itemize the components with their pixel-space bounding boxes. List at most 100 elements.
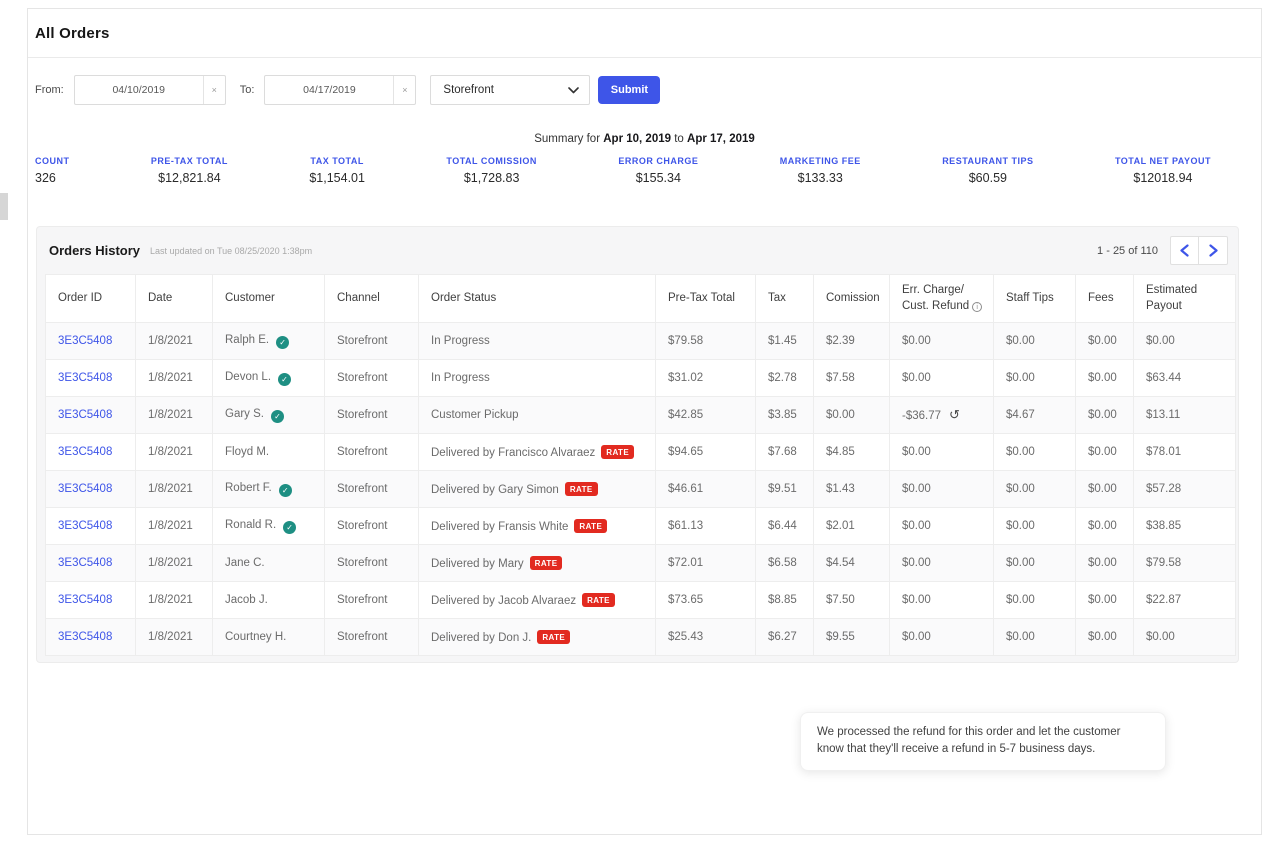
estimated-payout-cell: $22.87 bbox=[1134, 582, 1236, 619]
rate-badge[interactable]: RATE bbox=[601, 445, 634, 459]
order-status: Delivered by Mary bbox=[431, 558, 524, 570]
err-charge-value: $0.00 bbox=[902, 446, 931, 458]
chevron-right-icon bbox=[1208, 244, 1219, 257]
order-channel-cell: Storefront bbox=[325, 434, 419, 471]
rate-badge[interactable]: RATE bbox=[537, 630, 570, 644]
pagination-next-button[interactable] bbox=[1199, 236, 1228, 265]
pagination: 1 - 25 of 110 bbox=[1097, 236, 1228, 265]
verified-check-icon: ✓ bbox=[279, 484, 292, 497]
refund-icon[interactable]: ↺ bbox=[949, 407, 960, 422]
customer-name: Floyd M. bbox=[225, 446, 269, 458]
column-header-label: Estimated Payout bbox=[1146, 284, 1197, 312]
table-row: 3E3C5408 1/8/2021 Jane C. Storefront Del… bbox=[46, 545, 1236, 582]
fees-cell: $0.00 bbox=[1076, 508, 1134, 545]
order-date-cell: 1/8/2021 bbox=[136, 508, 213, 545]
fees-cell: $0.00 bbox=[1076, 323, 1134, 360]
rate-badge[interactable]: RATE bbox=[582, 593, 615, 607]
stat-label: ERROR CHARGE bbox=[618, 156, 698, 166]
fees-cell: $0.00 bbox=[1076, 360, 1134, 397]
rate-badge[interactable]: RATE bbox=[565, 482, 598, 496]
verified-check-icon: ✓ bbox=[283, 521, 296, 534]
column-header: Staff Tips bbox=[994, 275, 1076, 323]
order-id-link[interactable]: 3E3C5408 bbox=[58, 372, 112, 384]
from-date-value: 04/10/2019 bbox=[75, 84, 203, 96]
stat-value: $1,154.01 bbox=[309, 171, 365, 185]
order-id-link[interactable]: 3E3C5408 bbox=[58, 520, 112, 532]
stat-label: COUNT bbox=[35, 156, 70, 166]
stat-label: TOTAL NET PAYOUT bbox=[1115, 156, 1211, 166]
order-date-cell: 1/8/2021 bbox=[136, 545, 213, 582]
column-header: Comission bbox=[814, 275, 890, 323]
column-header-label: Pre-Tax Total bbox=[668, 292, 735, 304]
column-header-label: Staff Tips bbox=[1006, 292, 1054, 304]
channel-select-value: Storefront bbox=[443, 84, 494, 96]
order-id-link[interactable]: 3E3C5408 bbox=[58, 557, 112, 569]
summary-stat: MARKETING FEE $133.33 bbox=[780, 156, 861, 185]
customer-name: Ralph E. bbox=[225, 334, 269, 346]
table-header-row: Order IDDateCustomerChannelOrder StatusP… bbox=[46, 275, 1236, 323]
customer-name: Ronald R. bbox=[225, 519, 276, 531]
pre-tax-total-cell: $61.13 bbox=[656, 508, 756, 545]
all-orders-page: All Orders From: 04/10/2019 × To: 04/17/… bbox=[27, 8, 1262, 835]
err-charge-value: $0.00 bbox=[902, 335, 931, 347]
order-channel-cell: Storefront bbox=[325, 508, 419, 545]
column-header: Date bbox=[136, 275, 213, 323]
order-id-link[interactable]: 3E3C5408 bbox=[58, 594, 112, 606]
comission-cell: $4.85 bbox=[814, 434, 890, 471]
err-charge-value: $0.00 bbox=[902, 520, 931, 532]
page-title: All Orders bbox=[35, 25, 110, 42]
order-id-link[interactable]: 3E3C5408 bbox=[58, 483, 112, 495]
staff-tips-cell: $0.00 bbox=[994, 619, 1076, 656]
err-charge-value: -$36.77 bbox=[902, 410, 941, 422]
order-id-link[interactable]: 3E3C5408 bbox=[58, 446, 112, 458]
to-clear-icon[interactable]: × bbox=[393, 76, 415, 104]
tax-cell: $7.68 bbox=[756, 434, 814, 471]
channel-select[interactable]: Storefront bbox=[430, 75, 590, 105]
comission-cell: $7.50 bbox=[814, 582, 890, 619]
order-id-link[interactable]: 3E3C5408 bbox=[58, 409, 112, 421]
tax-cell: $1.45 bbox=[756, 323, 814, 360]
summary-start-date: Apr 10, 2019 bbox=[603, 133, 671, 145]
rate-badge[interactable]: RATE bbox=[530, 556, 563, 570]
column-header: Order Status bbox=[419, 275, 656, 323]
comission-cell: $2.01 bbox=[814, 508, 890, 545]
comission-cell: $2.39 bbox=[814, 323, 890, 360]
comission-cell: $9.55 bbox=[814, 619, 890, 656]
order-channel-cell: Storefront bbox=[325, 397, 419, 434]
fees-cell: $0.00 bbox=[1076, 434, 1134, 471]
customer-name: Devon L. bbox=[225, 371, 271, 383]
order-status: Delivered by Gary Simon bbox=[431, 484, 559, 496]
stat-label: RESTAURANT TIPS bbox=[942, 156, 1033, 166]
staff-tips-cell: $0.00 bbox=[994, 434, 1076, 471]
stat-label: TAX TOTAL bbox=[309, 156, 365, 166]
order-date-cell: 1/8/2021 bbox=[136, 619, 213, 656]
rate-badge[interactable]: RATE bbox=[574, 519, 607, 533]
pagination-prev-button[interactable] bbox=[1170, 236, 1199, 265]
submit-button[interactable]: Submit bbox=[598, 76, 660, 104]
from-clear-icon[interactable]: × bbox=[203, 76, 225, 104]
fees-cell: $0.00 bbox=[1076, 471, 1134, 508]
from-date-input[interactable]: 04/10/2019 × bbox=[74, 75, 226, 105]
info-icon[interactable]: i bbox=[972, 302, 982, 312]
pre-tax-total-cell: $94.65 bbox=[656, 434, 756, 471]
order-date-cell: 1/8/2021 bbox=[136, 471, 213, 508]
order-id-link[interactable]: 3E3C5408 bbox=[58, 335, 112, 347]
pre-tax-total-cell: $46.61 bbox=[656, 471, 756, 508]
summary-title: Summary for Apr 10, 2019 to Apr 17, 2019 bbox=[28, 133, 1261, 145]
order-id-link[interactable]: 3E3C5408 bbox=[58, 631, 112, 643]
customer-name: Jane C. bbox=[225, 557, 265, 569]
to-date-input[interactable]: 04/17/2019 × bbox=[264, 75, 416, 105]
fees-cell: $0.00 bbox=[1076, 582, 1134, 619]
orders-table-body: 3E3C5408 1/8/2021 Ralph E.✓ Storefront I… bbox=[46, 323, 1236, 656]
stat-value: $12018.94 bbox=[1115, 171, 1211, 185]
verified-check-icon: ✓ bbox=[278, 373, 291, 386]
order-channel-cell: Storefront bbox=[325, 323, 419, 360]
order-date-cell: 1/8/2021 bbox=[136, 397, 213, 434]
column-header-label: Order Status bbox=[431, 292, 496, 304]
err-charge-value: $0.00 bbox=[902, 372, 931, 384]
summary-stat: PRE-TAX TOTAL $12,821.84 bbox=[151, 156, 228, 185]
table-row: 3E3C5408 1/8/2021 Devon L.✓ Storefront I… bbox=[46, 360, 1236, 397]
order-channel-cell: Storefront bbox=[325, 619, 419, 656]
to-label: To: bbox=[240, 84, 255, 96]
table-row: 3E3C5408 1/8/2021 Ronald R.✓ Storefront … bbox=[46, 508, 1236, 545]
